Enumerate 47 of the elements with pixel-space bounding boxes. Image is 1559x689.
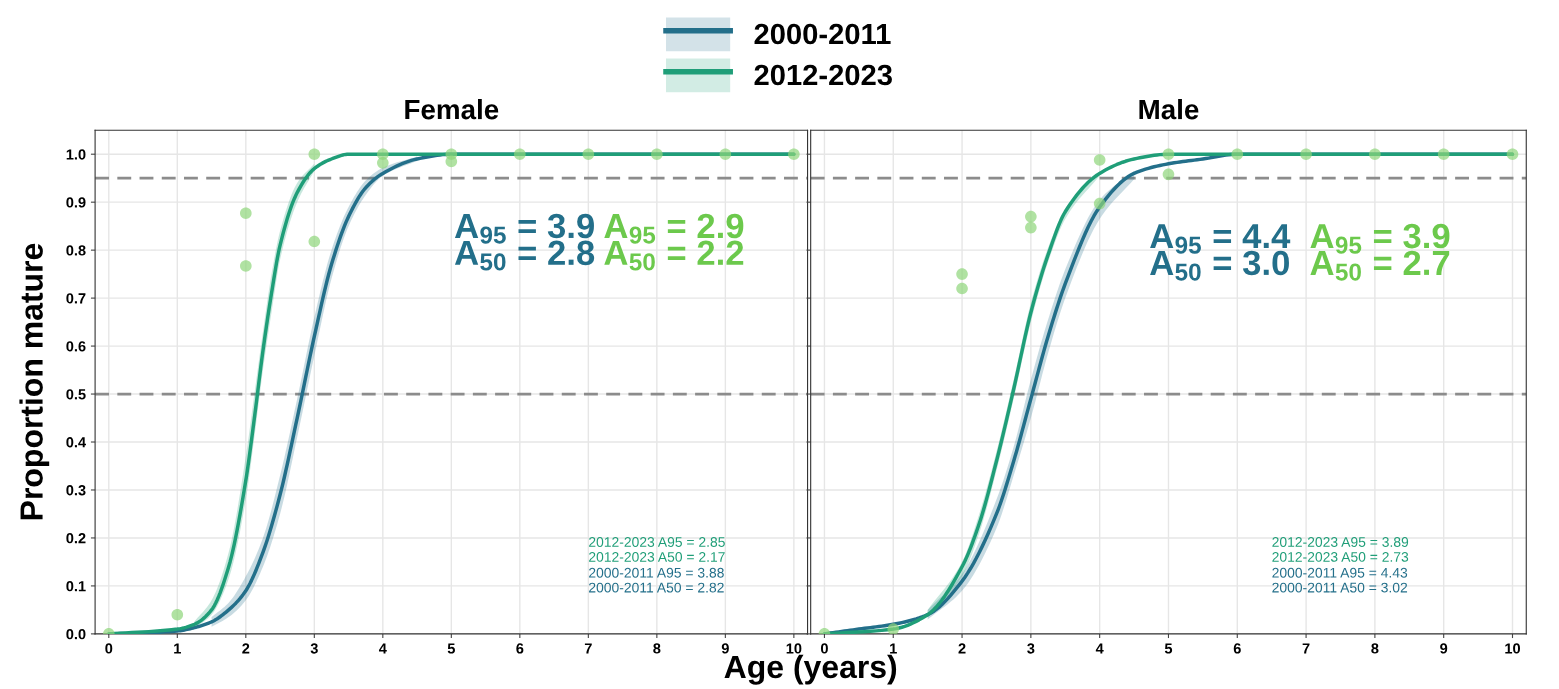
x-tick-label: 4: [1095, 643, 1104, 654]
y-tick-label: 0.8: [66, 245, 86, 256]
y-tick-label: 0.6: [66, 341, 86, 352]
x-tick-label: 2: [242, 643, 250, 654]
x-tick-label: 8: [653, 643, 661, 654]
x-tick-label: 0: [820, 643, 828, 654]
y-tick-label: 0.9: [66, 197, 86, 208]
annotation: 2000-2011 A50 = 2.82: [589, 582, 724, 593]
y-tick-label: 0.0: [66, 628, 86, 640]
legend-label: 2000-2011: [754, 23, 891, 45]
annotation: 2012-2023 A50 = 2.17: [589, 551, 725, 562]
chart-title: Male: [1139, 98, 1199, 120]
y-tick-label: 0.3: [66, 485, 86, 496]
chart-title: Female: [405, 98, 499, 120]
x-tick-label: 7: [584, 643, 592, 654]
x-tick-label: 1: [890, 643, 897, 654]
y-tick-label: 0.1: [66, 581, 86, 592]
x-tick-label: 3: [310, 643, 318, 654]
annotation: 2012-2023 A50 = 2.73: [1272, 551, 1409, 562]
annotation: 2012-2023 A95 = 2.85: [589, 537, 725, 547]
y-tick-label: 0.2: [66, 533, 86, 544]
annotation: 2000-2011 A50 = 3.02: [1272, 582, 1408, 593]
x-tick-label: 10: [1505, 643, 1521, 654]
x-tick-label: 1: [174, 643, 181, 654]
x-axis-title: Age (years): [724, 654, 897, 685]
x-tick-label: 2: [958, 643, 966, 654]
annotation: 2012-2023 A95 = 3.89: [1272, 537, 1409, 547]
x-tick-label: 4: [378, 643, 387, 654]
y-tick-label: 0.7: [66, 293, 86, 304]
legend-label: 2012-2023: [754, 64, 892, 86]
x-tick-label: 0: [105, 643, 113, 654]
x-tick-label: 9: [1440, 643, 1448, 654]
y-tick-label: 0.5: [66, 389, 86, 400]
y-tick-label: 1.0: [66, 149, 86, 160]
x-tick-label: 9: [721, 643, 729, 654]
y-axis-title: Proportion mature: [19, 243, 50, 520]
x-tick-label: 6: [516, 643, 524, 654]
y-tick-label: 0.4: [66, 437, 86, 448]
annotation: 2000-2011 A95 = 3.88: [589, 567, 724, 578]
x-tick-label: 3: [1027, 643, 1035, 654]
x-tick-label: 5: [447, 643, 455, 654]
x-tick-label: 8: [1371, 643, 1379, 654]
x-tick-label: 5: [1164, 643, 1173, 654]
x-tick-label: 10: [786, 643, 802, 654]
x-tick-label: 7: [1302, 643, 1310, 654]
x-tick-label: 6: [1233, 643, 1241, 654]
annotation: 2000-2011 A95 = 4.43: [1272, 567, 1408, 578]
